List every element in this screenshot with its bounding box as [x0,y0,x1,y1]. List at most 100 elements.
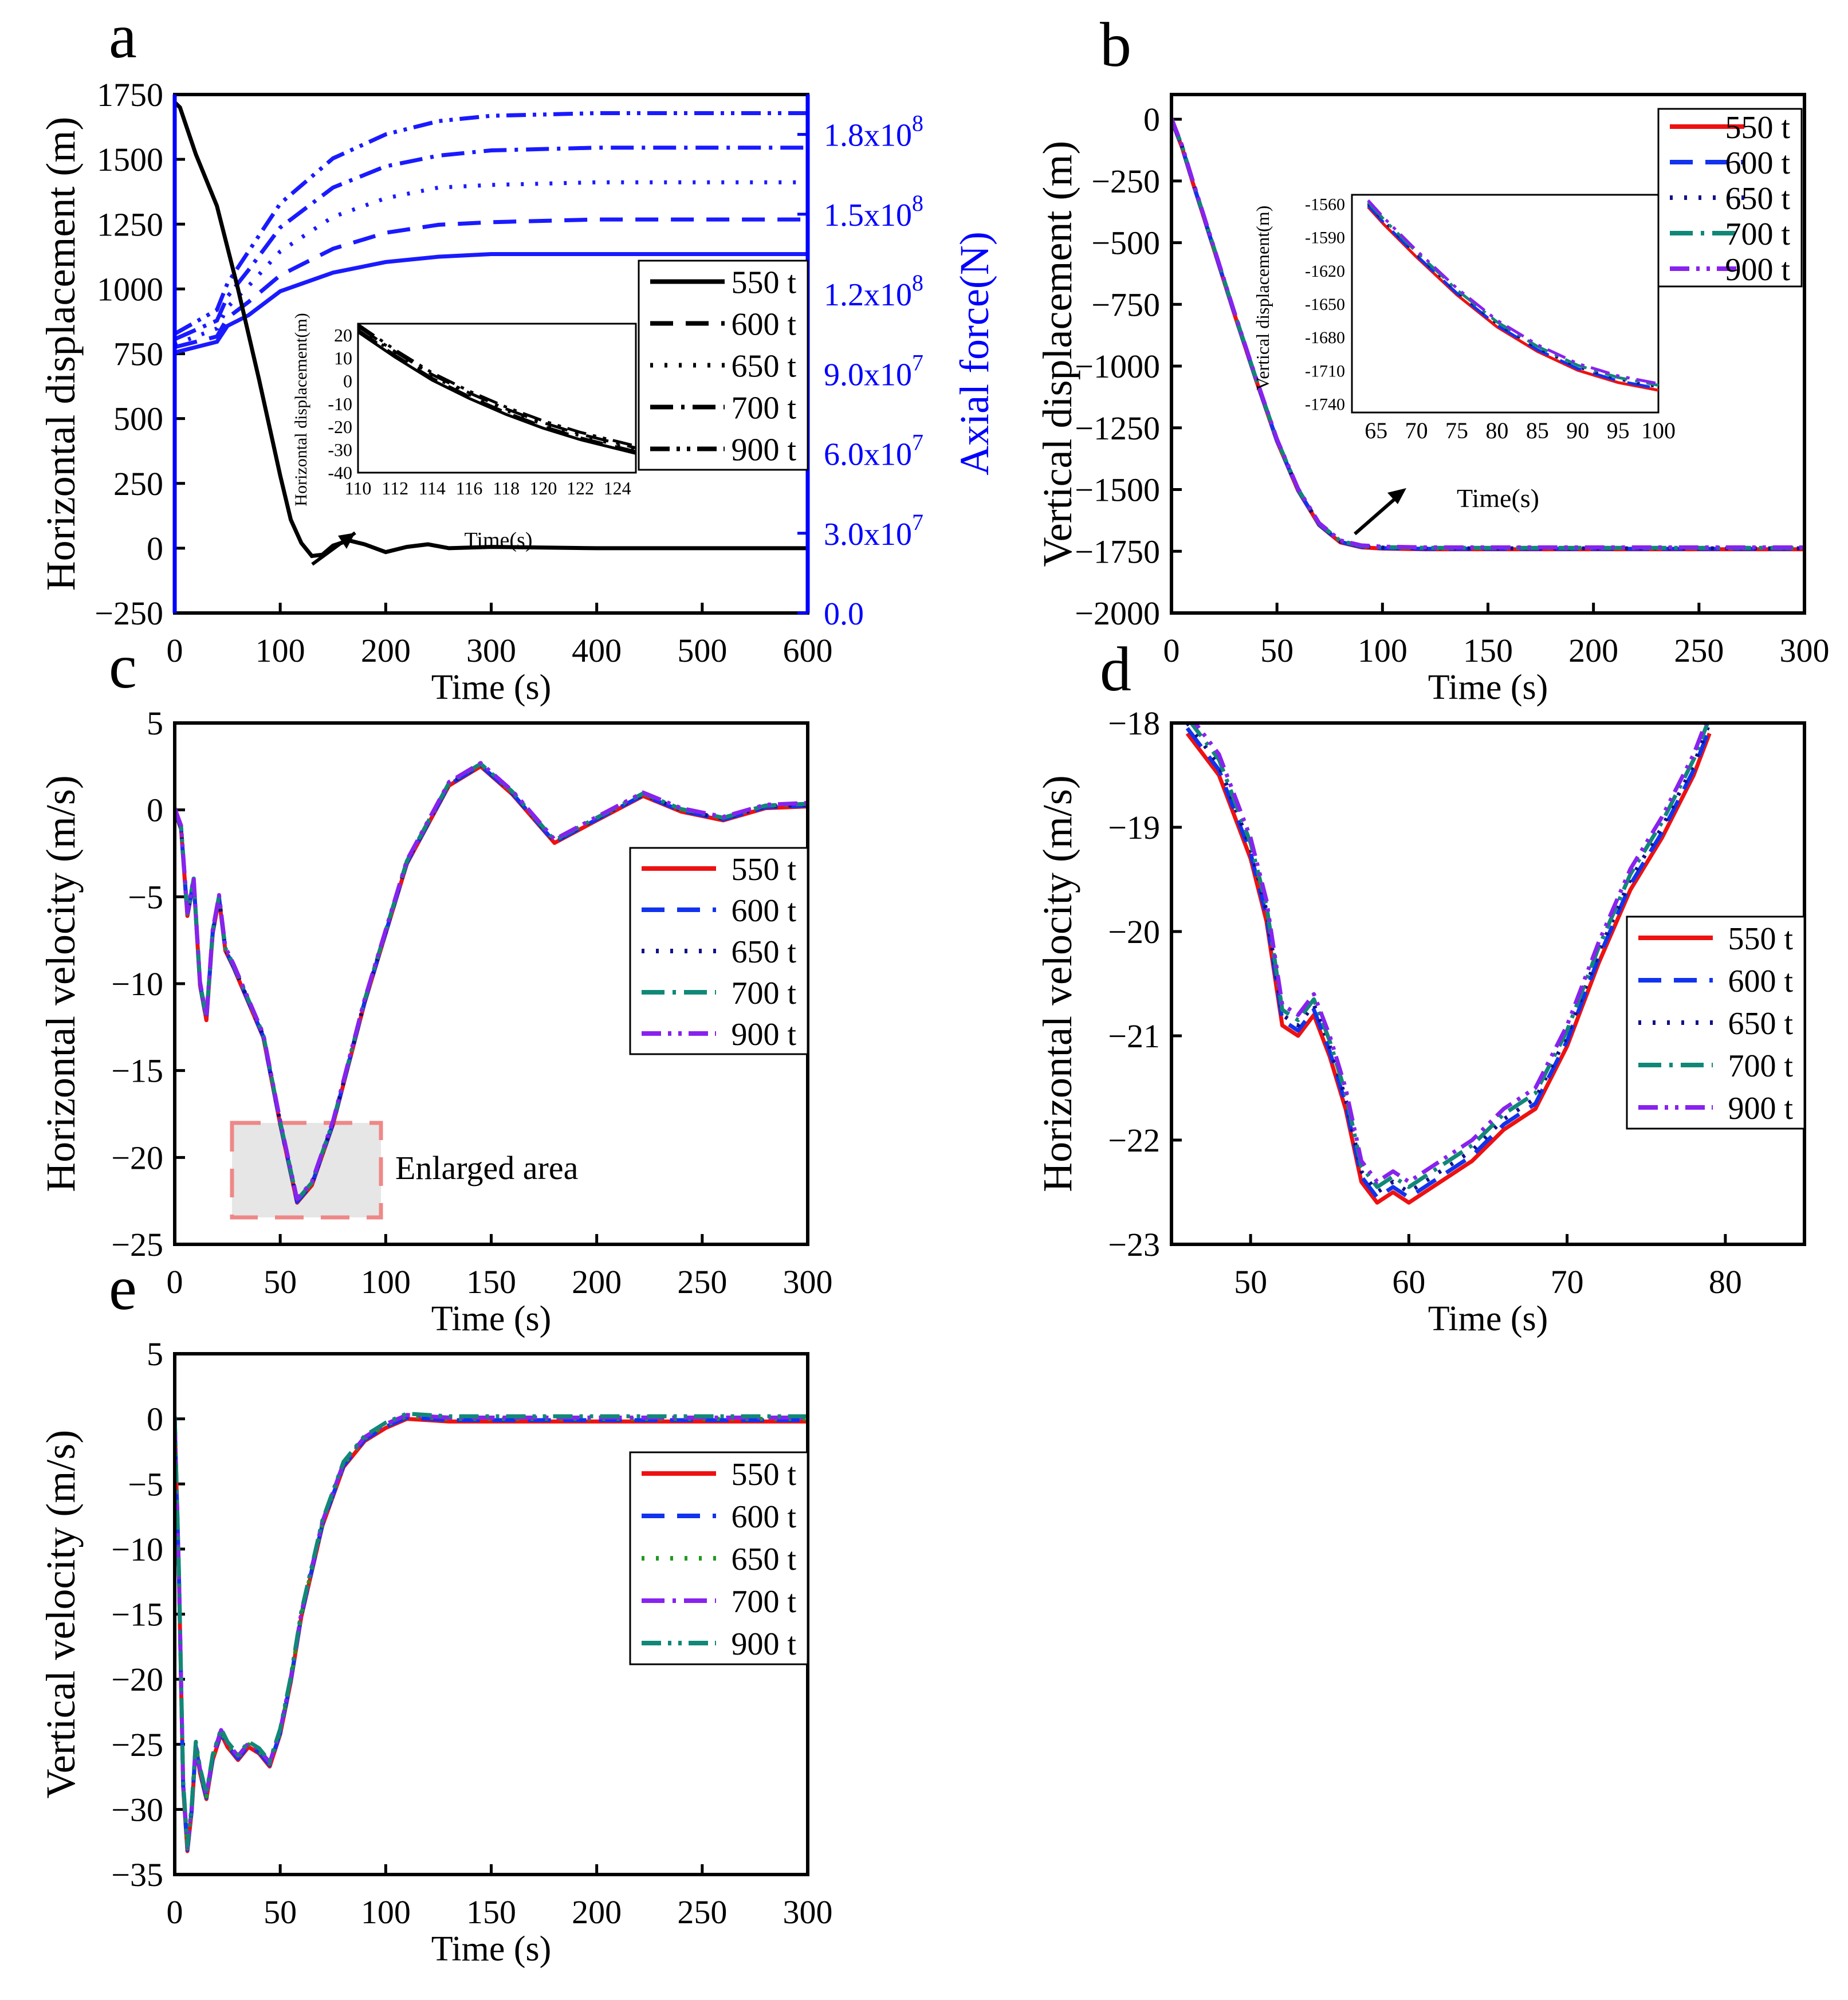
inset-x-tick: 80 [1485,418,1508,443]
legend-label: 600 t [731,307,796,343]
y2-tick-exponent: 7 [912,349,923,375]
legend-label: 600 t [731,1499,796,1535]
legend-label: 650 t [1728,1006,1793,1042]
x-tick-label: 70 [1551,1263,1584,1300]
x-tick-label: 250 [677,1893,727,1931]
x-tick-label: 600 [783,632,833,669]
inset-x-tick: 124 [604,478,631,498]
inset-x-title: Time(s) [1457,484,1539,513]
legend-box [1626,915,1806,1130]
x-tick-label: 50 [1234,1263,1267,1300]
panel-label-a: a [109,1,137,71]
x-tick-label: 150 [1463,632,1513,669]
legend-label: 900 t [1728,1091,1793,1126]
inset-x-tick: 100 [1641,418,1676,443]
inset-y-tick: 0 [343,371,352,391]
x-tick-label: 60 [1392,1263,1425,1300]
series-line [1193,723,1708,1184]
legend-label: 650 t [1725,181,1790,217]
series-line [175,1413,808,1849]
y-tick-label: −15 [111,1052,163,1090]
y-tick-label: 1250 [97,206,163,243]
chart-e: 0 50 100 150 200 250 30050−5−10−15−20−25−30−35… [38,1335,833,1968]
panel-label-d: d [1100,634,1131,704]
chart-d: 50 60 70 80 −18 −19 −20 −21 −22 −23 Time (s) Horizo… [1035,705,1806,1338]
legend-label: 650 t [731,349,796,384]
y2-tick-label: 1.2x108 [824,270,923,313]
y2-tick-label: 6.0x107 [824,430,923,473]
inset-y-title: Horizontal displacement(m) [292,313,310,506]
inset-y-tick: -1650 [1305,295,1345,314]
y-tick-label: 5 [147,1335,163,1373]
inset-x-tick: 110 [345,478,372,498]
y-tick-label: −1250 [1075,410,1160,447]
y-tick-label: −23 [1108,1226,1160,1263]
legend-label: 550 t [731,852,796,887]
inset-y-title: Vertical displacement(m) [1252,206,1273,391]
y-axis-title: Vertical displacement (m) [1035,141,1080,567]
enlarged-area [232,1123,381,1217]
legend-label: 650 t [731,934,796,970]
x-tick-label: 80 [1709,1263,1742,1300]
y-tick-label: 1500 [97,141,163,178]
series-line [175,761,808,1201]
y-tick-label: −18 [1108,705,1160,742]
y-tick-label: −20 [1108,913,1160,950]
y-tick-label: −15 [111,1596,163,1633]
y-tick-label: 5 [147,705,163,742]
legend-label: 550 t [1728,921,1793,957]
x-tick-label: 200 [572,1263,622,1300]
x-tick-label: 100 [255,632,305,669]
y-tick-label: −20 [111,1661,163,1698]
force-line [175,217,808,349]
inset-y-tick: 20 [334,325,352,345]
inset-x-tick: 122 [567,478,594,498]
x-tick-label: 0 [167,1893,183,1931]
y-tick-label: −750 [1091,286,1160,323]
inset-line [1367,201,1659,387]
y2-tick-exponent: 8 [912,190,923,216]
y2-tick-label: 1.5x108 [824,190,923,233]
inset-x-tick: 112 [382,478,408,498]
inset-y-tick: -10 [328,394,352,414]
x-tick-label: 200 [361,632,411,669]
inset-x-tick: 114 [419,478,446,498]
inset-y-tick: -1590 [1305,229,1345,247]
x-tick-label: 150 [466,1263,516,1300]
legend-label: 600 t [1728,964,1793,999]
y-tick-label: 0 [1143,101,1160,138]
y-tick-label: −1500 [1075,471,1160,509]
inset-y-tick: -20 [328,416,352,437]
x-tick-label: 100 [361,1893,411,1931]
x-tick-label: 100 [361,1263,411,1300]
inset-x-tick: 70 [1405,418,1428,443]
y-axis-title: Vertical velocity (m/s) [38,1430,84,1799]
x-tick-label: 50 [264,1893,297,1931]
x-tick-label: 150 [466,1893,516,1931]
y-tick-label: 1750 [97,76,163,113]
y-tick-label: −25 [111,1226,163,1263]
y-tick-label: −500 [1091,225,1160,262]
inset-line [357,323,636,448]
y-tick-label: −20 [111,1139,163,1176]
inset-x-tick: 75 [1445,418,1468,443]
x-tick-label: 50 [1260,632,1293,669]
inset-x-tick: 116 [456,478,483,498]
y-tick-label: −22 [1108,1122,1160,1159]
legend-label: 900 t [731,1626,796,1662]
legend-label: 900 t [1725,252,1790,288]
inset-line [1367,199,1659,386]
y-tick-label: 250 [113,465,163,502]
y2-tick-exponent: 8 [912,111,923,136]
x-tick-label: 50 [264,1263,297,1300]
x-tick-label: 200 [572,1893,622,1931]
y-tick-label: −10 [111,1531,163,1568]
x-tick-label: 300 [783,1893,833,1931]
x-tick-label: 0 [1163,632,1180,669]
chart-b: 0 50 100 150 200 250 300 0 −250 −500 −750 −1000 −125… [1035,93,1830,707]
y-tick-label: 1000 [97,270,163,308]
x-tick-label: 500 [677,632,727,669]
x-tick-label: 200 [1568,632,1618,669]
plot-frame [1170,93,1806,615]
force-line [175,111,808,336]
